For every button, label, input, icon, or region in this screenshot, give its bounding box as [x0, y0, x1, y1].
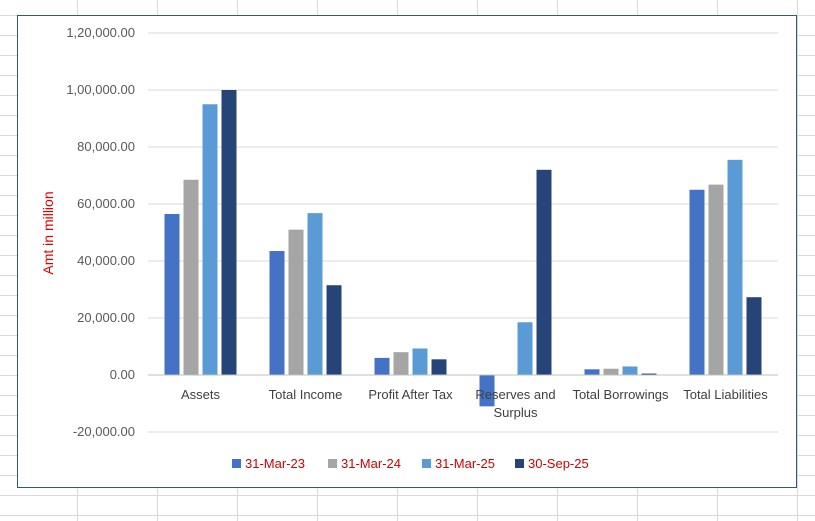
legend-swatch — [232, 459, 241, 468]
category-label: Total Income — [269, 387, 343, 402]
bar — [374, 357, 390, 375]
bar — [727, 159, 743, 375]
legend-label: 31-Mar-24 — [341, 456, 401, 471]
bar — [431, 359, 447, 375]
legend: 31-Mar-23 31-Mar-24 31-Mar-25 30-Sep-25 — [232, 456, 589, 471]
bars — [164, 90, 762, 407]
bar — [584, 369, 600, 375]
y-tick-label: 40,000.00 — [77, 253, 135, 268]
category-labels: Assets Total Income Profit After Tax Reserv… — [181, 387, 768, 420]
bar — [641, 373, 657, 375]
category-label: Total Liabilities — [683, 387, 768, 402]
y-axis-label: Amt in million — [40, 191, 56, 274]
category-label: Assets — [181, 387, 221, 402]
bar — [603, 368, 619, 375]
category-label: Profit After Tax — [368, 387, 453, 402]
bar — [412, 348, 428, 375]
legend-swatch — [328, 459, 337, 468]
bar — [517, 322, 533, 375]
bar — [326, 285, 342, 375]
bar — [479, 375, 495, 407]
chart-frame[interactable] — [17, 15, 797, 488]
y-tick-label: -20,000.00 — [73, 424, 135, 439]
legend-label: 31-Mar-25 — [435, 456, 495, 471]
bar — [746, 297, 762, 375]
gridlines — [148, 32, 778, 433]
bar — [164, 213, 180, 375]
legend-swatch — [515, 459, 524, 468]
bar — [622, 366, 638, 375]
y-tick-label: 0.00 — [110, 367, 135, 382]
y-axis-ticks: -20,000.00 0.00 20,000.00 40,000.00 60,000.0… — [66, 25, 135, 439]
y-tick-label: 20,000.00 — [77, 310, 135, 325]
legend-label: 31-Mar-23 — [245, 456, 305, 471]
category-label: Total Borrowings — [572, 387, 669, 402]
bar — [202, 104, 218, 375]
bar — [307, 213, 323, 375]
y-tick-label: 80,000.00 — [77, 139, 135, 154]
legend-swatch — [422, 459, 431, 468]
bar — [689, 189, 705, 375]
bar — [288, 229, 304, 375]
bar — [183, 179, 199, 375]
bar — [708, 184, 724, 375]
bar — [393, 352, 409, 375]
y-tick-label: 1,20,000.00 — [66, 25, 135, 40]
bar — [221, 90, 237, 375]
y-tick-label: 60,000.00 — [77, 196, 135, 211]
y-tick-label: 1,00,000.00 — [66, 82, 135, 97]
legend-label: 30-Sep-25 — [528, 456, 589, 471]
category-label: Reserves and Surplus — [475, 387, 555, 420]
bar — [269, 251, 285, 375]
bar — [536, 169, 552, 375]
